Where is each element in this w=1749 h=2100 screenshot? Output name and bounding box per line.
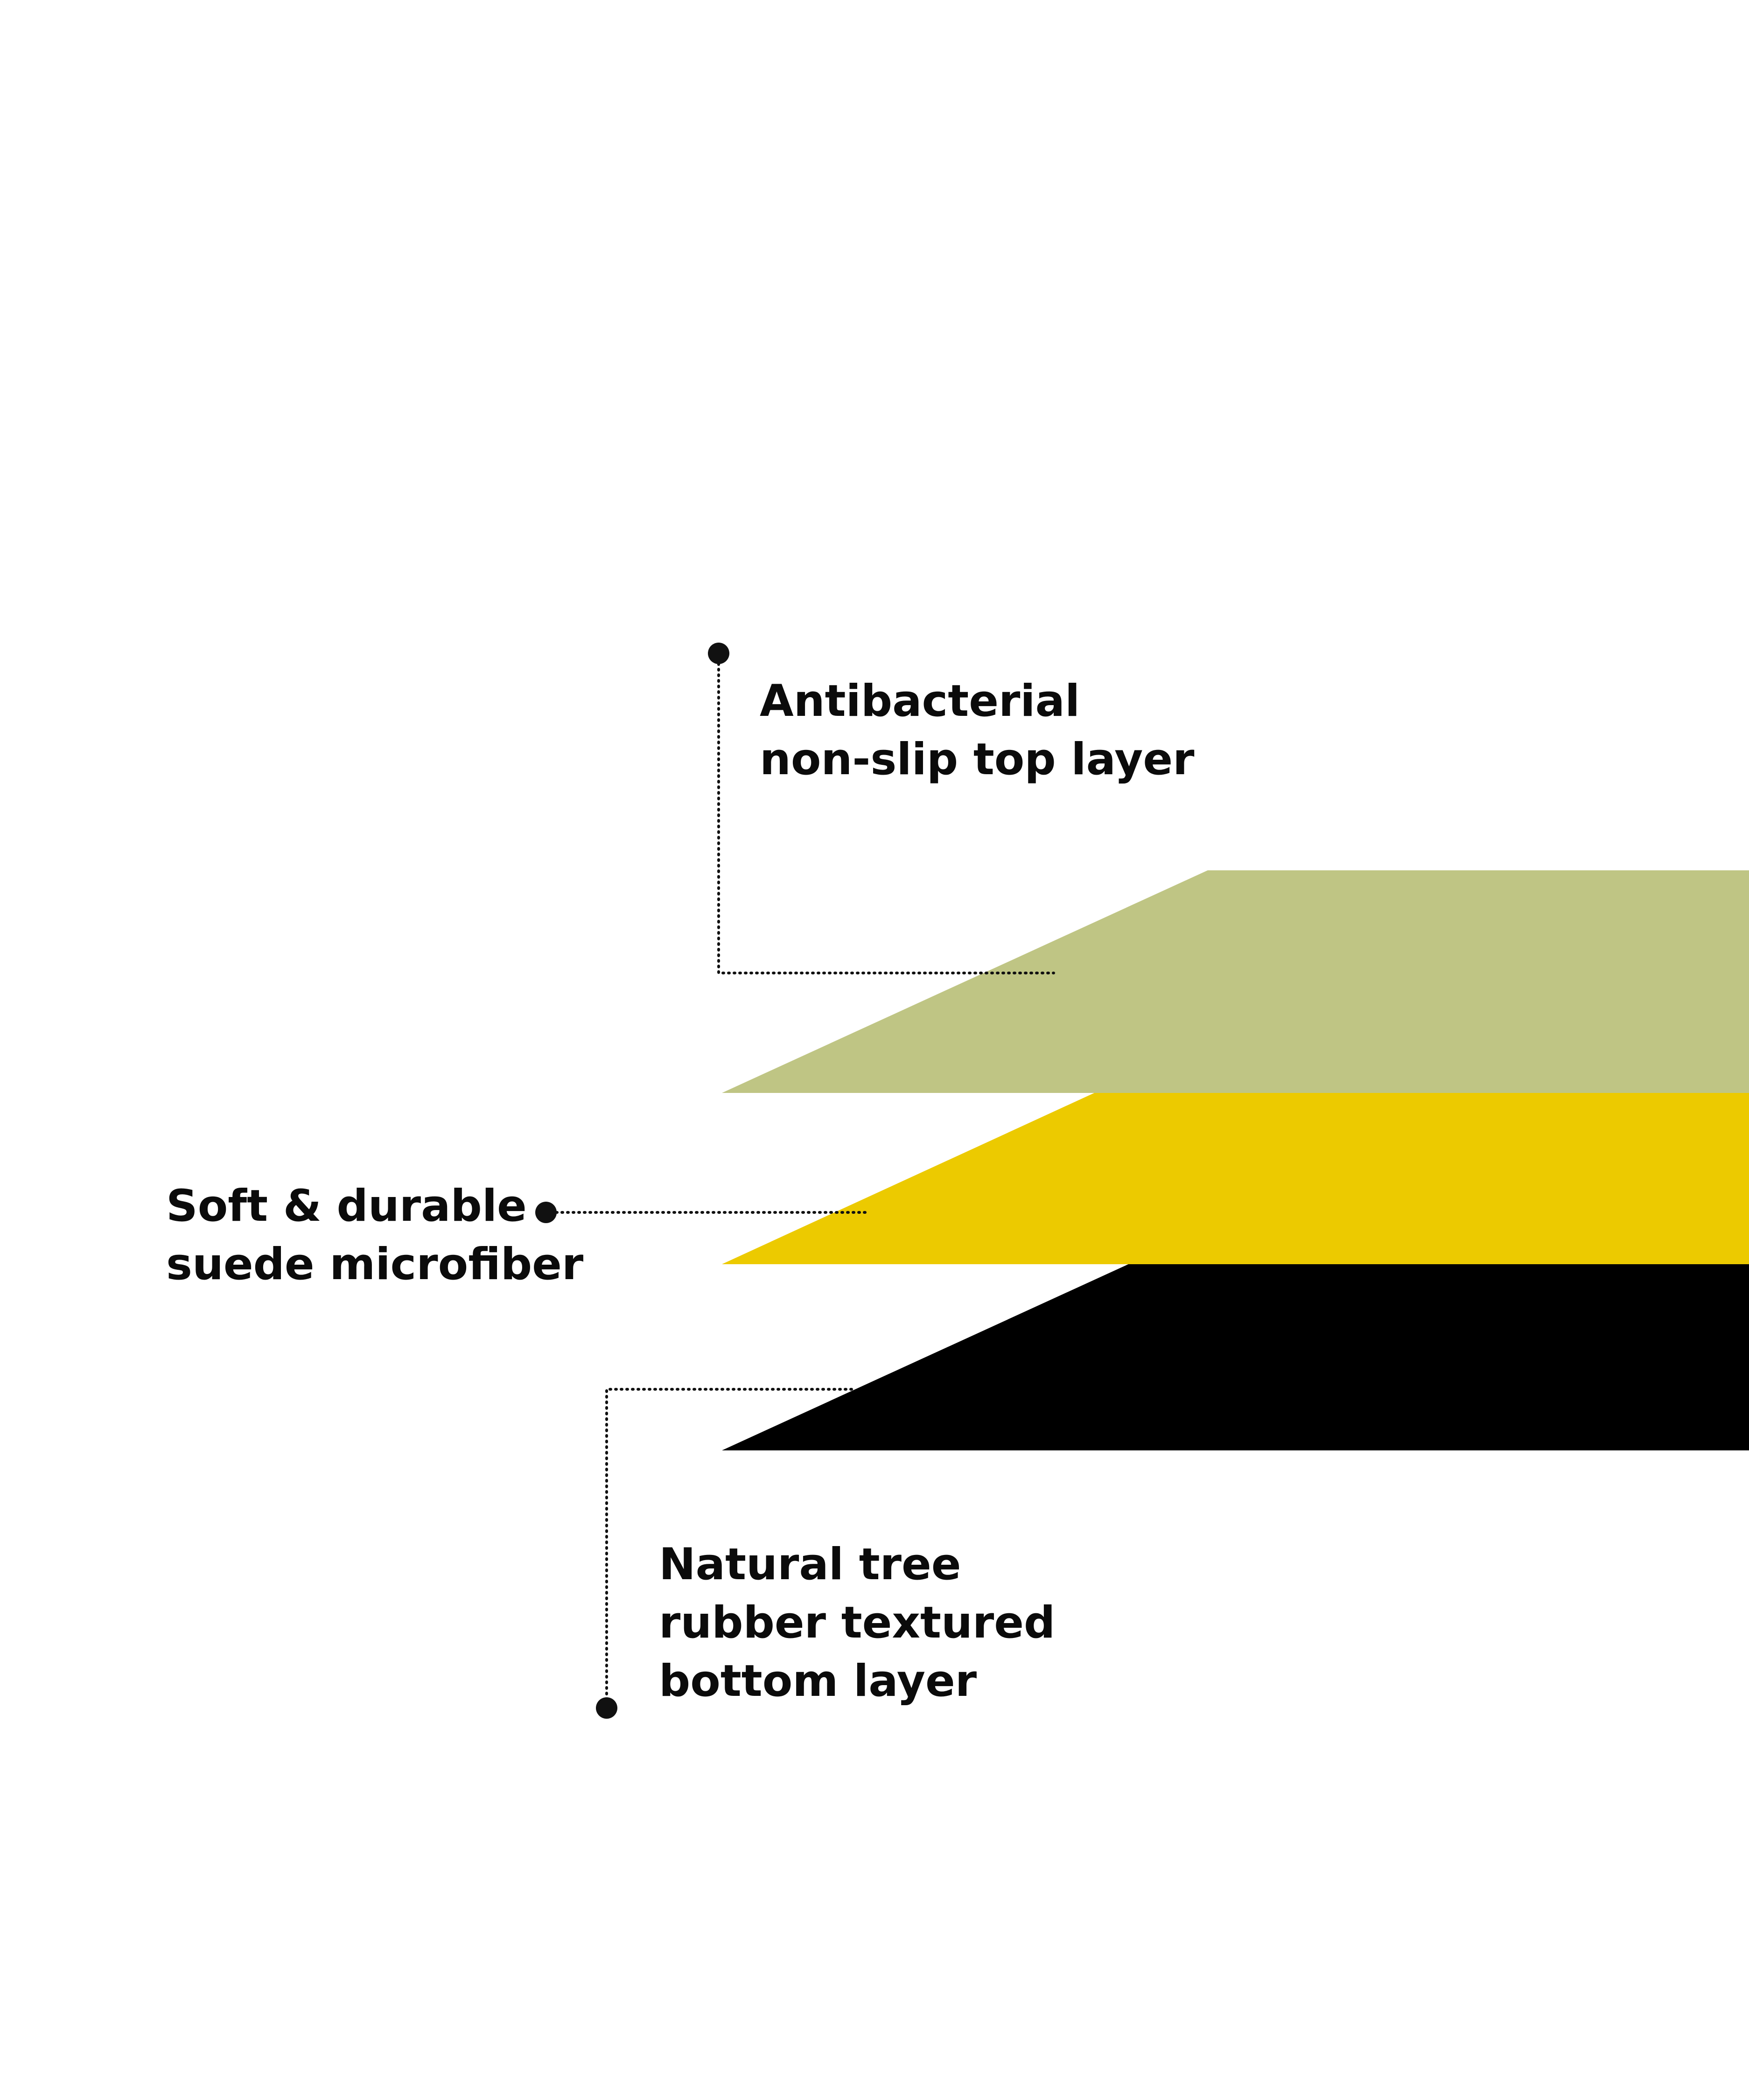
bottom-layer-label-line-2: rubber textured	[659, 1597, 1056, 1648]
middle-layer-shape	[722, 1093, 1749, 1264]
bottom-layer-label-line-3: bottom layer	[659, 1656, 977, 1707]
top-layer-label: Antibacterial non-slip top layer	[760, 672, 1195, 789]
top-layer-shape	[722, 870, 1749, 1093]
bottom-layer-leader-dot	[596, 1697, 617, 1719]
bottom-layer-shape	[722, 1264, 1749, 1450]
middle-layer-label-line-2: suede microfiber	[166, 1239, 584, 1290]
middle-layer-leader-dot	[535, 1202, 557, 1223]
bottom-layer-leader-line	[605, 1388, 853, 1700]
top-layer-leader-line	[717, 662, 1055, 974]
bottom-layer-label-line-1: Natural tree	[659, 1539, 961, 1590]
top-layer-label-line-2: non-slip top layer	[760, 734, 1195, 785]
top-layer-leader	[708, 643, 1055, 974]
middle-layer-leader	[535, 1202, 869, 1223]
top-layer-leader-dot	[708, 643, 729, 664]
bottom-layer-leader	[596, 1388, 853, 1719]
middle-layer-label-line-1: Soft & durable	[166, 1181, 527, 1232]
bottom-layer-label: Natural tree rubber textured bottom laye…	[659, 1535, 1055, 1710]
middle-layer-label: Soft & durable suede microfiber	[166, 1177, 583, 1294]
top-layer-label-line-1: Antibacterial	[760, 676, 1080, 727]
